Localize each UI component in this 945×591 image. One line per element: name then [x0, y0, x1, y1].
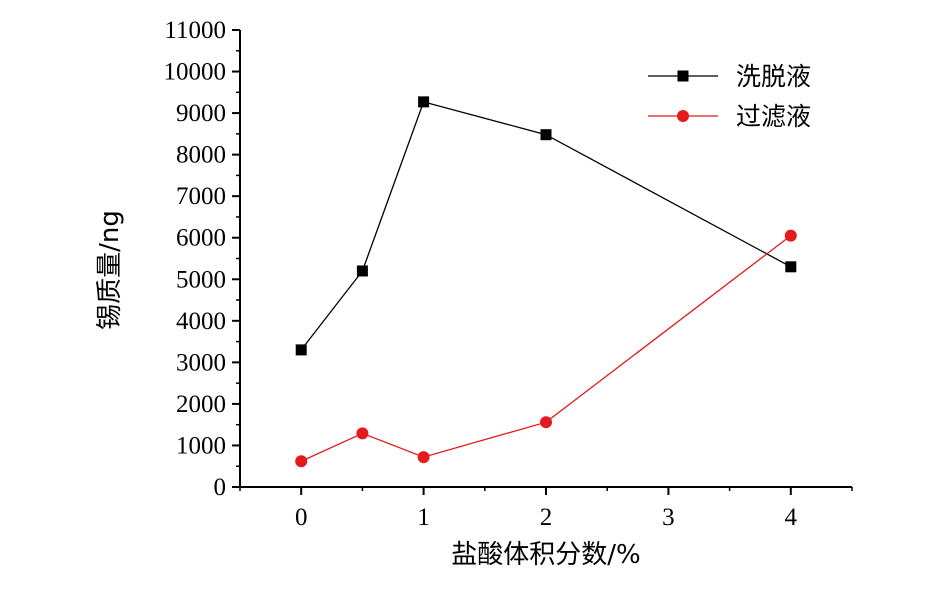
- y-tick-label: 7000: [176, 183, 226, 210]
- legend-item: 过滤液: [648, 102, 811, 131]
- data-point: [417, 451, 430, 464]
- data-point: [540, 129, 552, 141]
- y-tick-label: 4000: [176, 308, 226, 335]
- y-tick-label: 6000: [176, 225, 226, 252]
- data-point: [356, 427, 369, 440]
- x-tick-label: 2: [540, 504, 553, 531]
- series-layer: [295, 96, 797, 468]
- legend-label: 过滤液: [736, 102, 811, 131]
- legend-marker: [677, 110, 689, 122]
- y-tick-label: 1000: [176, 432, 226, 459]
- data-point: [785, 261, 797, 273]
- series-1: [295, 96, 797, 356]
- legend-label: 洗脱液: [736, 62, 811, 91]
- y-tick-label: 2000: [176, 391, 226, 418]
- series-2: [295, 229, 797, 468]
- data-point: [418, 96, 430, 108]
- data-point: [356, 265, 368, 277]
- data-point: [295, 344, 307, 356]
- data-point: [784, 229, 797, 242]
- data-point: [295, 455, 308, 468]
- x-tick-label: 3: [662, 504, 675, 531]
- x-tick-label: 4: [785, 504, 798, 531]
- axes: 0 1000 2000 3000 4000 5000 6000 7000 8000 9000 100…: [164, 17, 853, 531]
- y-tick-label: 0: [214, 474, 227, 501]
- y-tick-label: 8000: [176, 142, 226, 169]
- data-point: [540, 416, 552, 429]
- y-axis-title: 锡质量/ng: [95, 210, 125, 330]
- y-tick-label: 3000: [176, 349, 226, 376]
- y-tick-label: 11000: [164, 17, 226, 44]
- legend-marker: [677, 70, 689, 82]
- y-tick-label: 9000: [176, 100, 226, 127]
- x-tick-label: 0: [295, 504, 308, 531]
- y-tick-label: 10000: [164, 59, 227, 86]
- legend-item: 洗脱液: [648, 62, 811, 91]
- x-axis-title: 盐酸体积分数/%: [451, 540, 640, 570]
- y-tick-label: 5000: [176, 266, 226, 293]
- x-tick-label: 1: [417, 504, 430, 531]
